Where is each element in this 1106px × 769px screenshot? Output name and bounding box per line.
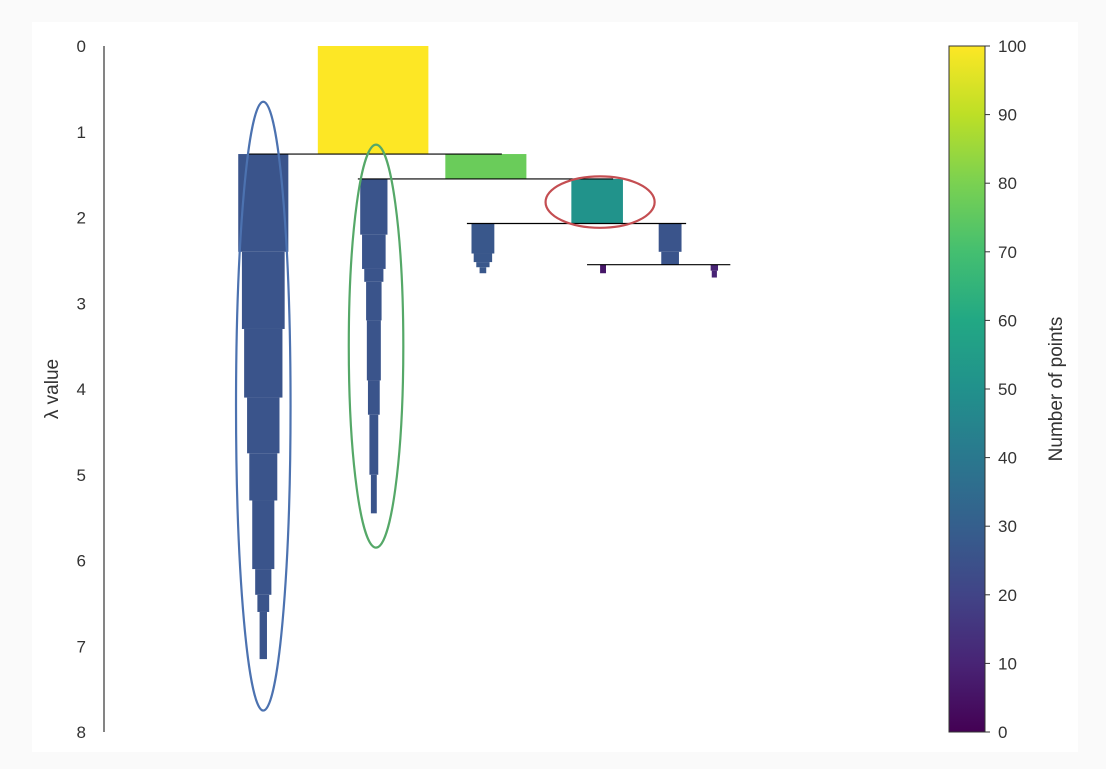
tree-split-lines: [247, 153, 731, 266]
colorbar-tick-label: 40: [998, 449, 1017, 468]
branch-segment: [244, 328, 283, 398]
colorbar-tick-label: 0: [998, 723, 1007, 742]
branch-segment: [367, 380, 380, 415]
condensed-tree-chart: 0 1 2 3 4 5 6 7 8 λ value 0 10 20 30 40 50 60 70 80 90 100…: [42, 37, 1067, 742]
branch-cluster-blue: [238, 154, 289, 660]
y-tick-label: 7: [77, 637, 86, 656]
colorbar-gradient: [948, 45, 986, 733]
y-axis-ticks: 0 1 2 3 4 5 6 7 8: [77, 37, 86, 742]
branch-segment: [476, 262, 490, 268]
branch-segment: [360, 178, 388, 235]
y-tick-label: 4: [77, 380, 86, 399]
branch-segment: [259, 611, 267, 660]
branch-leaf-b: [600, 264, 606, 274]
branch-segment: [255, 569, 272, 595]
branch-segment: [661, 251, 679, 265]
branch-segment: [366, 320, 381, 381]
branch-segment: [473, 253, 493, 263]
branch-segment: [366, 281, 382, 321]
branch-segment: [252, 500, 275, 570]
colorbar: 0 10 20 30 40 50 60 70 80 90 100 Number of points: [948, 37, 1067, 742]
branch-segment: [658, 223, 682, 252]
branch-segment: [571, 178, 623, 224]
branch-segment: [249, 453, 278, 501]
branch-cluster-green: [360, 178, 388, 514]
branch-segment: [317, 46, 429, 155]
y-tick-label: 1: [77, 123, 86, 142]
y-tick-label: 3: [77, 294, 86, 313]
y-tick-label: 0: [77, 37, 86, 56]
branch-segment: [257, 594, 270, 612]
y-tick-label: 6: [77, 552, 86, 571]
colorbar-tick-label: 90: [998, 106, 1017, 125]
colorbar-tick-label: 70: [998, 243, 1017, 262]
branch-segment: [479, 267, 487, 274]
colorbar-title: Number of points: [1046, 317, 1067, 462]
colorbar-ticks: 0 10 20 30 40 50 60 70 80 90 100: [985, 37, 1026, 742]
branch-merge-1: [445, 154, 527, 179]
branch-leaf-a: [471, 223, 495, 274]
colorbar-tick-label: 30: [998, 517, 1017, 536]
colorbar-tick-label: 50: [998, 380, 1017, 399]
colorbar-tick-label: 20: [998, 586, 1017, 605]
y-tick-label: 5: [77, 466, 86, 485]
highlight-ellipses: [234, 100, 656, 712]
branch-segment: [362, 234, 386, 269]
branch-segment: [710, 264, 719, 271]
branch-segment: [600, 264, 606, 274]
branch-root: [317, 46, 429, 155]
red-ellipse: [544, 175, 656, 229]
branch-segment: [369, 414, 379, 475]
y-tick-label: 8: [77, 723, 86, 742]
branch-leaf-c: [710, 264, 719, 278]
branch-merge-2: [658, 223, 682, 265]
colorbar-tick-label: 60: [998, 311, 1017, 330]
colorbar-tick-label: 10: [998, 654, 1017, 673]
colorbar-tick-label: 100: [998, 37, 1026, 56]
chart-area: 0 1 2 3 4 5 6 7 8 λ value 0 10 20 30 40 50 60 70 80 90 100…: [32, 22, 1078, 752]
branch-segment: [471, 223, 495, 254]
branch-cluster-red: [571, 178, 623, 224]
branch-segment: [247, 397, 280, 454]
y-axis-title: λ value: [42, 359, 63, 419]
branch-segment: [364, 268, 384, 282]
branch-segment: [711, 270, 717, 278]
green-ellipse: [347, 143, 405, 549]
branch-segment: [370, 474, 377, 514]
colorbar-tick-label: 80: [998, 174, 1017, 193]
tree-branches: [238, 46, 719, 660]
branch-segment: [241, 251, 285, 329]
branch-segment: [445, 154, 527, 179]
blue-ellipse: [234, 100, 292, 712]
y-tick-label: 2: [77, 209, 86, 228]
